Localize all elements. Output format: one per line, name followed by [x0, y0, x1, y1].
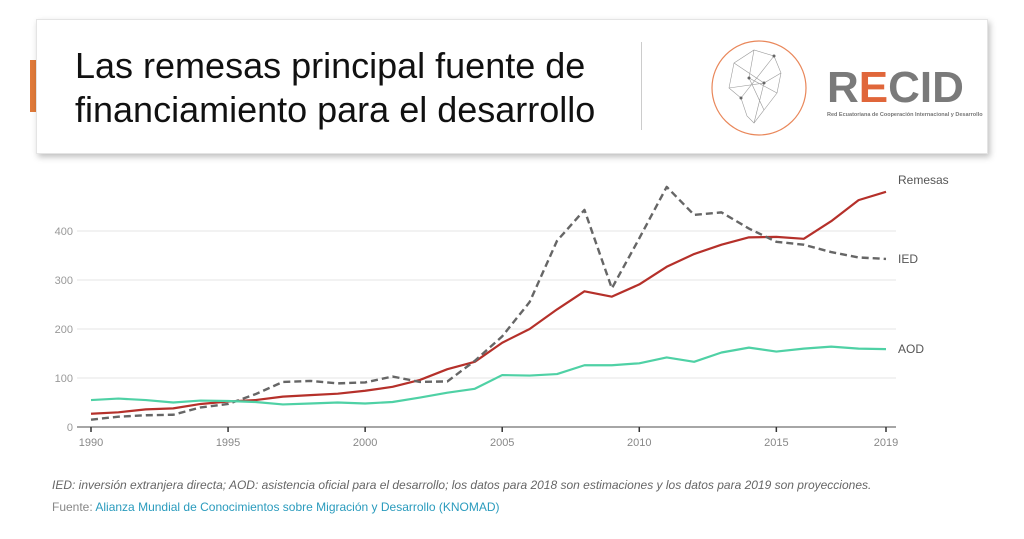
y-tick-label: 0 [67, 422, 73, 434]
x-tick-label: 2019 [874, 437, 898, 449]
y-tick-label: 300 [55, 275, 73, 287]
x-tick-label: 2010 [627, 437, 651, 449]
y-tick-label: 100 [55, 373, 73, 385]
series-label-ied: IED [898, 252, 918, 266]
series-label-aod: AOD [898, 342, 924, 356]
title-divider [641, 42, 642, 130]
series-line-aod [90, 345, 887, 406]
ecuador-network-icon: RECID Red Ecuatoriana de Cooperación Int… [711, 40, 983, 136]
series-line-remesas [90, 190, 887, 415]
source-link[interactable]: Alianza Mundial de Conocimientos sobre M… [95, 500, 500, 514]
source-label: Fuente: [52, 500, 93, 514]
x-tick-label: 2005 [490, 437, 514, 449]
y-tick-label: 400 [55, 226, 73, 238]
x-tick-label: 2015 [764, 437, 788, 449]
chart: 0 100 200 300 400 1990 1995 2000 2005 2010 2015 201… [36, 170, 986, 530]
y-tick-label: 200 [55, 324, 73, 336]
line-chart: 0 100 200 300 400 1990 1995 2000 2005 2010 2015 201… [55, 173, 949, 449]
x-tick-label: 2000 [353, 437, 377, 449]
title-accent-bar [30, 60, 41, 112]
chart-note: IED: inversión extranjera directa; AOD: … [52, 478, 872, 492]
series-line-ied [90, 185, 887, 421]
svg-text:RECID: RECID [827, 63, 964, 112]
title-line-1: Las remesas principal fuente de [75, 45, 586, 86]
series-label-remesas: Remesas [898, 173, 949, 187]
svg-text:Red Ecuatoriana de Cooperación: Red Ecuatoriana de Cooperación Internaci… [827, 112, 983, 118]
title-box: Las remesas principal fuente de financia… [36, 19, 988, 154]
title-line-2: financiamiento para el desarrollo [75, 89, 596, 130]
x-tick-label: 1995 [216, 437, 240, 449]
chart-source: Fuente: Alianza Mundial de Conocimientos… [52, 500, 500, 514]
x-tick-label: 1990 [79, 437, 103, 449]
recid-logo: RECID Red Ecuatoriana de Cooperación Int… [709, 38, 1009, 138]
slide-title: Las remesas principal fuente de financia… [75, 44, 595, 132]
